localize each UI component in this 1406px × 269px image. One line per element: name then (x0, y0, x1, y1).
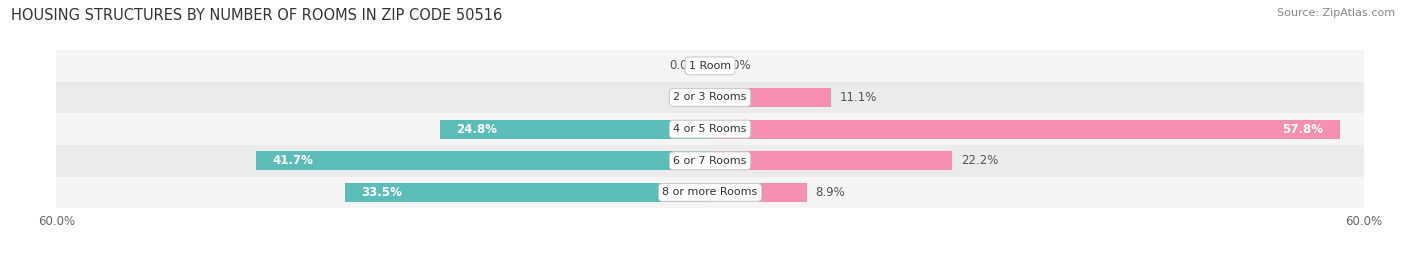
Bar (56, 50, 1364, 82)
Bar (710, 151, 952, 170)
Bar (440, 120, 710, 139)
Text: 33.5%: 33.5% (361, 186, 402, 199)
Text: 0.0%: 0.0% (721, 59, 751, 72)
Text: 0.0%: 0.0% (669, 91, 699, 104)
Text: 8.9%: 8.9% (815, 186, 845, 199)
Text: 57.8%: 57.8% (1282, 123, 1323, 136)
Text: 1 Room: 1 Room (689, 61, 731, 71)
Text: 2 or 3 Rooms: 2 or 3 Rooms (673, 93, 747, 102)
Bar (56, 82, 1364, 113)
Bar (56, 113, 1364, 145)
Text: 41.7%: 41.7% (271, 154, 314, 167)
Text: 0.0%: 0.0% (669, 59, 699, 72)
Bar (710, 183, 807, 202)
Bar (344, 183, 710, 202)
Text: Source: ZipAtlas.com: Source: ZipAtlas.com (1277, 8, 1395, 18)
Bar (710, 88, 831, 107)
Text: 6 or 7 Rooms: 6 or 7 Rooms (673, 156, 747, 166)
Text: 4 or 5 Rooms: 4 or 5 Rooms (673, 124, 747, 134)
Text: 24.8%: 24.8% (456, 123, 498, 136)
Text: 22.2%: 22.2% (960, 154, 998, 167)
Text: HOUSING STRUCTURES BY NUMBER OF ROOMS IN ZIP CODE 50516: HOUSING STRUCTURES BY NUMBER OF ROOMS IN… (11, 8, 502, 23)
Bar (56, 145, 1364, 176)
Bar (56, 176, 1364, 208)
Text: 8 or more Rooms: 8 or more Rooms (662, 187, 758, 197)
Bar (256, 151, 710, 170)
Bar (710, 120, 1340, 139)
Text: 11.1%: 11.1% (839, 91, 877, 104)
